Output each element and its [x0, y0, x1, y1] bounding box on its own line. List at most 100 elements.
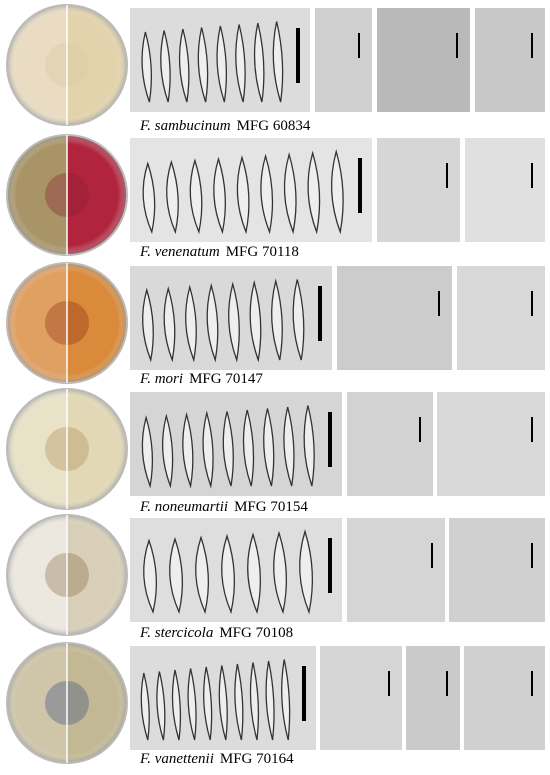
scale-bar — [358, 158, 362, 213]
conidium — [242, 409, 255, 487]
micrograph-panel — [320, 646, 402, 750]
figure-row: F. mori MFG 70147 — [6, 262, 545, 387]
micrograph-panel — [406, 646, 460, 750]
micrograph-panel — [465, 138, 545, 242]
strain-id: MFG 70108 — [219, 625, 293, 641]
species-name: F. sambucinum — [139, 118, 231, 134]
conidium — [249, 662, 260, 741]
species-name: F. vanettenii — [139, 751, 214, 767]
conidium — [221, 533, 236, 615]
scale-bar — [328, 412, 332, 467]
figure-row: F. stercicola MFG 70108 — [6, 514, 545, 641]
conidium — [156, 671, 166, 741]
micrograph-panel — [347, 518, 445, 622]
strain-id: MFG 70164 — [220, 751, 294, 767]
micrograph-panel — [315, 8, 372, 112]
caption: F. venenatum MFG 70118 — [139, 244, 299, 260]
scale-bar — [296, 28, 300, 83]
conidium — [235, 24, 246, 103]
conidium — [197, 27, 209, 103]
micrograph-panel — [457, 266, 545, 370]
conidium — [271, 278, 283, 361]
conidium — [307, 150, 321, 235]
conidium — [299, 529, 314, 615]
scale-bar — [302, 666, 306, 721]
conidium — [253, 22, 265, 103]
micrograph-panel — [464, 646, 545, 750]
conidium — [216, 25, 228, 103]
scale-bar — [438, 291, 440, 316]
strain-id: MFG 70118 — [226, 244, 299, 260]
conidium — [189, 158, 203, 235]
micrograph-panel — [449, 518, 545, 622]
conidium — [142, 161, 156, 235]
scale-bar — [446, 671, 448, 696]
strain-id: MFG 60834 — [237, 118, 311, 134]
scale-bar — [388, 671, 390, 696]
conidium — [234, 663, 244, 741]
conidium — [263, 408, 275, 487]
caption: F. noneumartii MFG 70154 — [139, 499, 308, 515]
figure-row: F. vanettenii MFG 70164 — [6, 642, 545, 767]
micrograph-panel — [377, 8, 470, 112]
micrograph-panel — [377, 138, 460, 242]
micrograph-panel — [437, 392, 545, 496]
conidium — [163, 286, 176, 363]
conidium — [283, 152, 297, 235]
conidium — [140, 672, 150, 741]
scale-bar — [456, 33, 458, 58]
conidium — [283, 406, 295, 487]
conidium — [303, 405, 315, 487]
species-name: F. stercicola — [139, 625, 213, 641]
conidium — [141, 31, 153, 103]
micrograph-panel — [475, 8, 545, 112]
conidium — [228, 281, 240, 363]
conidium — [178, 28, 190, 103]
scale-bar — [531, 291, 533, 316]
conidium — [260, 153, 274, 235]
scale-bar — [531, 163, 533, 188]
conidium — [222, 411, 234, 487]
conidium — [265, 660, 275, 741]
conidium — [206, 283, 219, 363]
conidium — [160, 30, 171, 103]
conidium — [187, 668, 197, 741]
figure-row: F. sambucinum MFG 60834 — [6, 4, 545, 134]
conidium — [330, 149, 344, 235]
strain-id: MFG 70154 — [234, 499, 308, 515]
conidium — [218, 665, 228, 741]
micrograph-panel — [337, 266, 452, 370]
conidium — [281, 659, 291, 741]
scale-bar — [531, 543, 533, 568]
species-name: F. venenatum — [139, 244, 220, 260]
conidium — [272, 21, 284, 103]
conidium — [143, 538, 158, 615]
caption: F. vanettenii MFG 70164 — [139, 751, 294, 767]
scale-bar — [431, 543, 433, 568]
conidium — [161, 413, 174, 489]
micrograph-panel — [347, 392, 433, 496]
conidium — [249, 279, 262, 363]
conidium — [292, 279, 305, 361]
scale-bar — [531, 33, 533, 58]
conidium — [195, 535, 210, 615]
conidium — [202, 410, 214, 489]
caption: F. sambucinum MFG 60834 — [139, 118, 311, 134]
conidium — [182, 411, 194, 489]
species-name: F. noneumartii — [139, 499, 228, 515]
conidium — [185, 284, 197, 363]
conidium — [203, 666, 213, 741]
scale-bar — [358, 33, 360, 58]
conidium — [142, 287, 154, 363]
scale-bar — [419, 417, 421, 442]
conidium — [141, 415, 154, 489]
caption: F. stercicola MFG 70108 — [139, 625, 293, 641]
conidium — [213, 156, 226, 235]
conidium — [236, 155, 250, 235]
scale-bar — [328, 538, 332, 593]
conidium — [169, 536, 184, 615]
conidium — [171, 669, 182, 741]
scale-bar — [446, 163, 448, 188]
species-name: F. mori — [139, 371, 183, 387]
conidium — [166, 159, 179, 235]
